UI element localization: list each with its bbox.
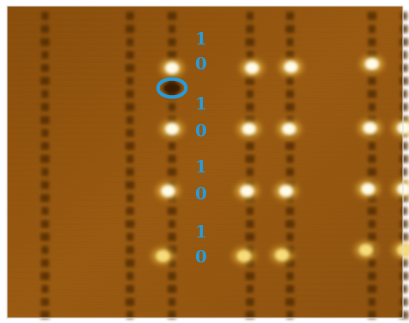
track-segment [41, 194, 50, 202]
scan-line [7, 292, 403, 293]
spot [165, 62, 179, 74]
spot [242, 123, 256, 135]
track-segment [400, 272, 409, 280]
scan-line [7, 298, 403, 299]
track-segment [287, 77, 294, 85]
track-segment [368, 77, 376, 85]
scan-line [7, 208, 403, 209]
scan-line [7, 148, 403, 149]
spot [282, 123, 296, 135]
track-segment [127, 116, 134, 124]
track-segment [168, 38, 176, 46]
label-digit: 0 [195, 122, 207, 142]
page: 10101010 (() => { const data = JSON.pars… [0, 0, 409, 323]
spot [365, 58, 379, 70]
track-segment [41, 77, 50, 85]
scan-line [7, 88, 403, 89]
scan-line [7, 142, 403, 143]
spot [165, 123, 179, 135]
spot [245, 62, 259, 74]
scan-line [7, 76, 403, 77]
track-segment [168, 272, 176, 280]
spot [361, 183, 375, 195]
track-segment [400, 233, 409, 241]
scan-line [7, 52, 403, 53]
track-segment [41, 116, 50, 124]
track-segment [41, 233, 50, 241]
spot [161, 185, 175, 197]
track-segment [41, 155, 50, 163]
track-segment [127, 155, 134, 163]
scan-line [7, 244, 403, 245]
scan-line [7, 274, 403, 275]
scan-line [7, 118, 403, 119]
scan-line [7, 178, 403, 179]
scan-line [7, 310, 403, 311]
scan-line [7, 10, 403, 11]
dark-pit [163, 82, 181, 94]
track-segment [127, 194, 134, 202]
spot [359, 244, 373, 256]
scan-line [7, 286, 403, 287]
spot [156, 250, 170, 262]
track-segment [127, 38, 134, 46]
track-segment [368, 155, 376, 163]
track-segment [168, 155, 176, 163]
spot [284, 61, 298, 73]
track-segment [127, 77, 134, 85]
track-segment [400, 38, 409, 46]
track-segment [368, 38, 376, 46]
track-segment [127, 272, 134, 280]
track-segment [246, 233, 255, 241]
scan-line [7, 22, 403, 23]
track-segment [168, 233, 176, 241]
label-digit: 0 [195, 185, 207, 205]
track-segment [246, 155, 255, 163]
label-digit: 0 [195, 55, 207, 75]
scan-line [7, 280, 403, 281]
label-digit: 1 [195, 223, 207, 243]
spot [240, 185, 254, 197]
label-digit: 1 [195, 30, 207, 50]
spot [275, 249, 289, 261]
scan-line [7, 268, 403, 269]
scan-line [7, 220, 403, 221]
track-segment [400, 77, 409, 85]
track-segment [287, 38, 294, 46]
track-segment [41, 272, 50, 280]
scan-line [7, 154, 403, 155]
track-segment [400, 155, 409, 163]
scan-line [7, 82, 403, 83]
scan-line [7, 16, 403, 17]
label-digit: 1 [195, 95, 207, 115]
track-segment [41, 38, 50, 46]
spot [363, 122, 377, 134]
scan-line [7, 304, 403, 305]
spot [237, 250, 251, 262]
scan-line [7, 214, 403, 215]
track-segment [287, 233, 294, 241]
track-segment [368, 233, 376, 241]
micrograph: 1 0 1 0 1 0 1 0 [0, 0, 409, 323]
track-segment [368, 272, 376, 280]
track-segment [287, 155, 294, 163]
track-segment [246, 77, 255, 85]
spot [279, 185, 293, 197]
track-segment [246, 38, 255, 46]
label-digit: 1 [195, 158, 207, 178]
track-segment [246, 272, 255, 280]
label-digit: 0 [195, 248, 207, 268]
track-segment [287, 272, 294, 280]
track-segment [127, 233, 134, 241]
